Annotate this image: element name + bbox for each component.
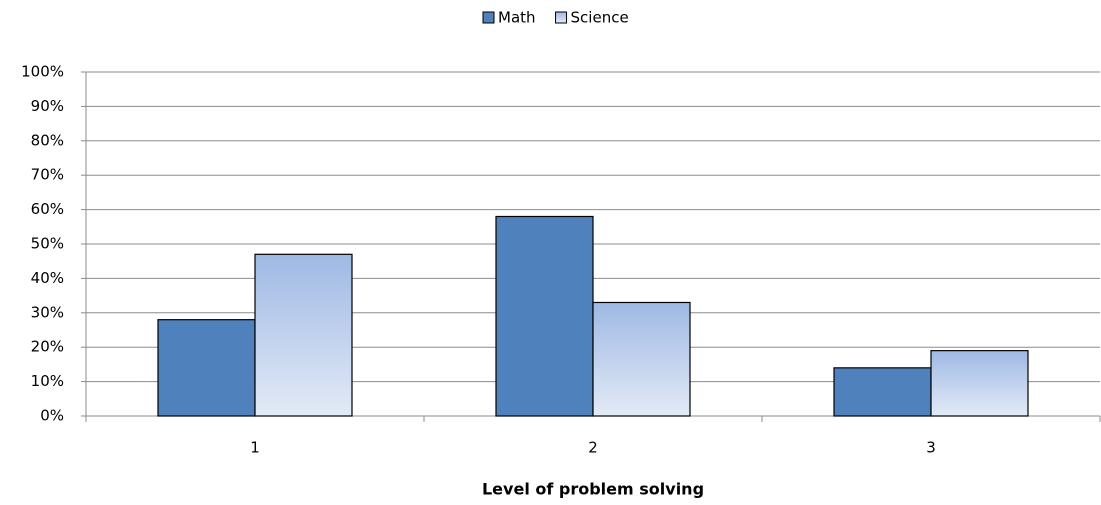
legend-swatch <box>482 11 495 24</box>
bar <box>157 319 256 417</box>
bar <box>930 350 1029 417</box>
legend-label: Science <box>571 9 629 27</box>
legend-label: Math <box>498 9 536 27</box>
y-tick-label: 10% <box>31 372 64 390</box>
y-tick-label: 40% <box>31 269 64 287</box>
x-axis-title: Level of problem solving <box>482 480 704 499</box>
y-tick-label: 20% <box>31 338 64 356</box>
x-tick-label: 3 <box>926 439 936 457</box>
y-tick-label: 70% <box>31 166 64 184</box>
x-tick-label: 2 <box>588 439 598 457</box>
legend-swatch <box>555 11 568 24</box>
bar <box>833 367 932 417</box>
y-tick-label: 50% <box>31 235 64 253</box>
bar <box>592 301 691 417</box>
y-tick-label: 90% <box>31 97 64 115</box>
bar <box>495 215 594 417</box>
y-tick-label: 0% <box>40 407 64 425</box>
y-tick-label: 30% <box>31 303 64 321</box>
bar <box>254 253 353 417</box>
x-tick-label: 1 <box>250 439 260 457</box>
y-tick-label: 60% <box>31 200 64 218</box>
y-tick-label: 80% <box>31 131 64 149</box>
y-tick-label: 100% <box>21 63 64 81</box>
